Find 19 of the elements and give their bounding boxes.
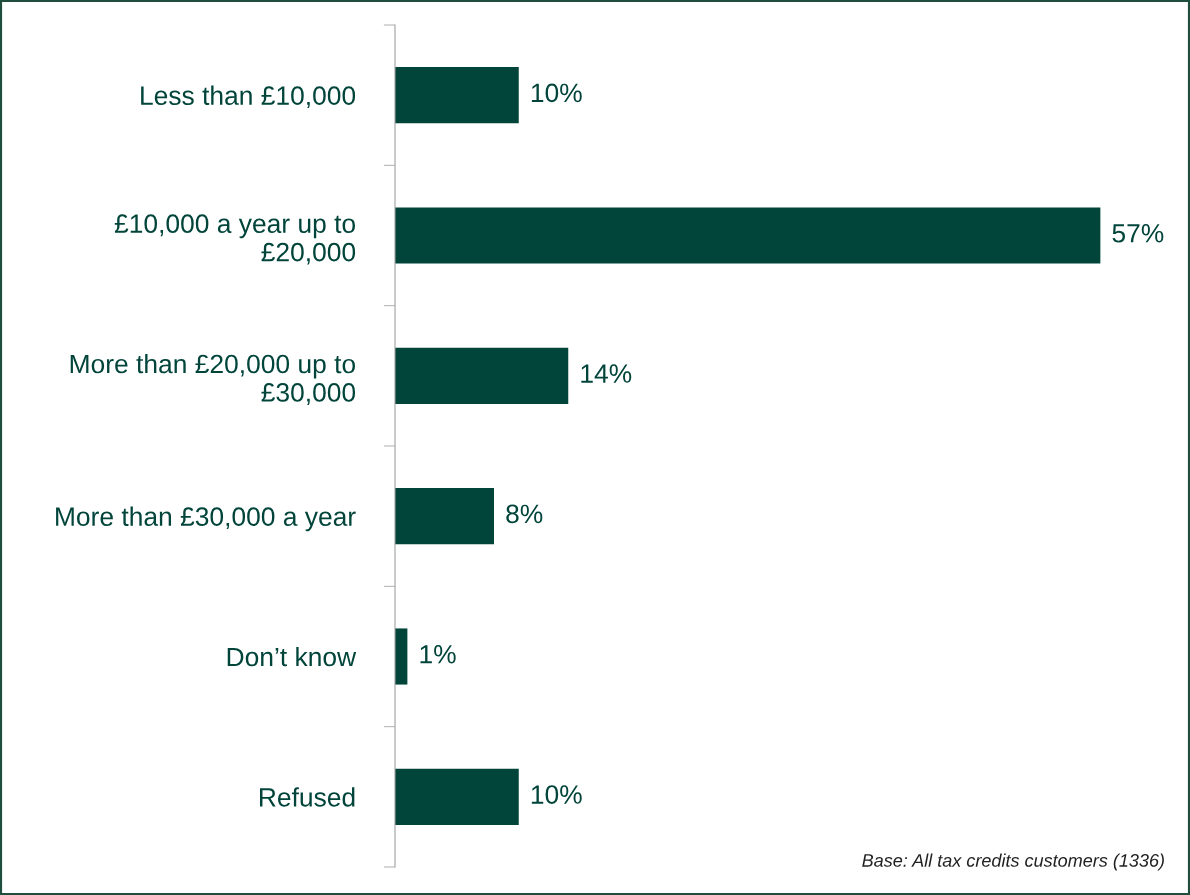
- data-label: 10%: [531, 83, 582, 103]
- bar: [395, 768, 519, 825]
- y-tick-label: More than £20,000 up to £30,000: [70, 353, 356, 405]
- annotation: Base: All tax credits customers (1336): [862, 853, 1164, 871]
- data-label: 10%: [531, 785, 582, 804]
- data-label: 14%: [581, 364, 632, 383]
- bar: [395, 488, 494, 545]
- bar: [395, 67, 519, 124]
- data-label: 57%: [1112, 224, 1164, 243]
- y-tick-label: Don’t know: [227, 646, 357, 667]
- data-label: 1%: [420, 645, 456, 664]
- data-label: 8%: [506, 504, 543, 524]
- y-tick-label: Less than £10,000: [141, 85, 356, 109]
- y-tick-label: £10,000 a year up to £20,000: [114, 214, 356, 265]
- bar: [395, 347, 569, 404]
- y-tick-label: Refused: [259, 787, 355, 807]
- bar: [395, 628, 408, 685]
- bar: [395, 207, 1101, 264]
- y-tick-label: More than £30,000 a year: [56, 506, 356, 532]
